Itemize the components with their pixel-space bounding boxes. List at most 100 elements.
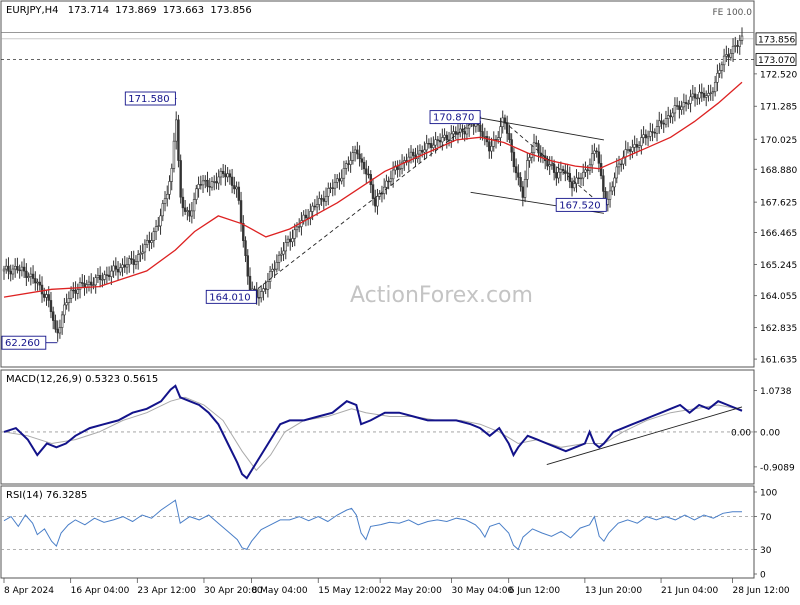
candle-body [521, 186, 525, 198]
candle-body [123, 264, 126, 268]
price-axis: 172.520 171.285 170.025 168.880 167.625 166.4… [754, 32, 797, 366]
macd-main-line [3, 384, 743, 480]
candle-body [275, 262, 279, 270]
candle-body [367, 173, 370, 176]
candle-body [564, 170, 567, 174]
macd-trendline-segment [546, 406, 743, 466]
candle-body [199, 184, 202, 186]
candle-body [101, 279, 104, 281]
candle-body [727, 54, 730, 58]
candle-body [280, 253, 283, 256]
annotation-171.580: 171.580 [124, 91, 177, 106]
candle-body [535, 142, 538, 144]
candle-body [698, 91, 701, 99]
ohlc-high: 173.869 [115, 5, 156, 16]
time-tick-label: 8 Apr 2024 [4, 586, 54, 596]
candle-body [463, 131, 466, 135]
candle-body [143, 244, 147, 253]
candle-body [483, 136, 487, 138]
candle-body [577, 177, 580, 179]
candle-body [313, 205, 317, 208]
time-tick-label: 21 Jun 04:00 [661, 586, 718, 596]
price-panel-border [0, 0, 755, 368]
candle-body [622, 156, 625, 165]
candle-body [148, 240, 151, 243]
time-tick-label: 6 Jun 12:00 [509, 586, 561, 596]
rsi-tick-label: 100 [760, 489, 777, 499]
candle-body [175, 119, 178, 142]
price-annotations: 171.580 164.010 62.260 170.870 167.520 [1, 91, 608, 350]
price-tick-label: 171.285 [760, 103, 797, 113]
candle-body [481, 131, 484, 137]
candle-body [318, 198, 321, 205]
candle-body [673, 105, 677, 114]
candle-body [83, 283, 86, 288]
candle-body [550, 164, 554, 166]
candle-body [34, 278, 37, 284]
price-title: EURJPY,H4 173.714 173.869 173.663 173.85… [6, 5, 252, 16]
candle-body [718, 70, 721, 74]
candle-body [575, 177, 578, 184]
candle-body [136, 254, 140, 262]
candle-body [183, 207, 187, 212]
candle-body [134, 261, 138, 265]
candle-body [282, 250, 285, 255]
annotation-label: 62.260 [5, 338, 40, 349]
macd-panel-border [0, 369, 755, 485]
candle-body [360, 158, 364, 163]
candle-body [110, 270, 113, 277]
candle-body [224, 173, 227, 178]
time-tick-label: 30 May 04:00 [452, 586, 514, 596]
candle-body [628, 149, 632, 152]
candle-body [552, 164, 556, 173]
symbol-label: EURJPY,H4 [6, 5, 59, 16]
candle-body [302, 214, 305, 221]
candle-body [172, 140, 176, 169]
candle-body [273, 268, 276, 271]
candle-body [436, 139, 440, 141]
price-tick-label: 161.635 [760, 356, 797, 366]
price-tick-label: 172.520 [760, 70, 797, 80]
candle-body [157, 225, 160, 227]
rsi-panel-border [0, 485, 755, 579]
candle-body [186, 210, 189, 212]
candle-body [418, 150, 422, 155]
current-price-tag-label: 173.856 [758, 35, 795, 45]
candle-body [141, 251, 144, 254]
candle-body [230, 176, 234, 186]
candle-body [5, 265, 8, 270]
level-price-tag-box [755, 53, 797, 66]
candle-body [67, 298, 71, 303]
candle-body [624, 149, 627, 158]
candle-body [268, 271, 272, 282]
candle-body [329, 187, 332, 189]
candle-body [87, 281, 91, 285]
candle-body [597, 151, 601, 164]
candle-body [376, 196, 379, 207]
macd-tick-label: 1.0738 [760, 387, 792, 397]
time-tick-label: 13 Jun 20:00 [585, 586, 642, 596]
candle-body [438, 140, 442, 143]
candle-body [546, 160, 549, 167]
price-tick-label: 167.625 [760, 199, 797, 209]
annotation-167.520: 167.520 [555, 197, 608, 212]
candle-body [18, 269, 21, 272]
candle-body [248, 275, 252, 292]
candle-body [582, 171, 585, 179]
candle-body [508, 133, 511, 140]
candle-body [217, 176, 220, 184]
candle-body [613, 177, 616, 188]
candle-body [56, 328, 59, 334]
candle-body [503, 117, 507, 124]
candle-body [112, 265, 115, 272]
candle-body [320, 198, 323, 200]
candle-body [188, 210, 191, 217]
candle-body [204, 179, 207, 182]
candle-body [96, 274, 100, 279]
candle-body [121, 264, 124, 268]
candle-body [526, 160, 529, 180]
price-tick-label: 162.835 [760, 324, 797, 334]
candle-body [523, 179, 527, 198]
candle-body [514, 166, 518, 174]
